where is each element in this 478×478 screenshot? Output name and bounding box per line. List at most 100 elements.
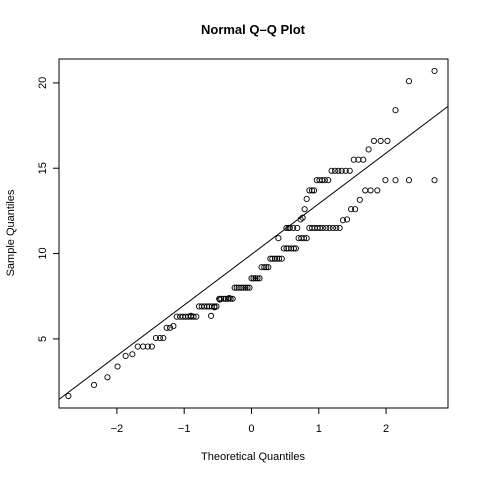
- data-point: [370, 137, 378, 144]
- data-point: [300, 235, 308, 242]
- data-point: [235, 284, 242, 291]
- data-point: [342, 167, 349, 174]
- data-point: [288, 245, 295, 252]
- data-point: [405, 78, 413, 85]
- data-point: [360, 156, 367, 163]
- data-point: [254, 275, 261, 282]
- data-point: [129, 351, 136, 358]
- data-point: [325, 177, 332, 184]
- data-point: [431, 67, 438, 74]
- data-point: [211, 304, 218, 311]
- data-point: [367, 187, 374, 194]
- plot-area: [58, 58, 449, 409]
- data-point: [144, 343, 151, 350]
- data-point: [348, 206, 355, 213]
- x-axis: −2 −1 0 1 2: [111, 408, 389, 435]
- data-point: [306, 187, 313, 194]
- data-point: [65, 393, 72, 400]
- data-point: [265, 264, 272, 271]
- x-tick-label: −2: [111, 423, 124, 435]
- data-point: [114, 363, 121, 370]
- data-point: [377, 137, 384, 144]
- data-point: [286, 224, 293, 232]
- data-point: [338, 167, 345, 174]
- data-point: [405, 177, 413, 184]
- data-point: [226, 294, 233, 301]
- data-point: [231, 284, 238, 291]
- data-point: [148, 343, 155, 350]
- data-point: [240, 284, 247, 291]
- data-point: [299, 214, 306, 221]
- data-point: [392, 177, 399, 184]
- data-point: [382, 177, 389, 184]
- data-point: [319, 224, 326, 232]
- data-point: [238, 284, 245, 291]
- data-point: [218, 295, 225, 302]
- data-point: [201, 303, 208, 310]
- data-point: [280, 245, 287, 252]
- data-point: [204, 303, 211, 310]
- data-point: [278, 255, 285, 262]
- x-axis-label: Theoretical Quantiles: [201, 451, 305, 463]
- data-point: [343, 216, 351, 223]
- x-tick-label: −1: [178, 423, 191, 435]
- data-point: [190, 313, 197, 320]
- data-point: [256, 275, 263, 282]
- data-point: [355, 156, 362, 163]
- data-point: [329, 224, 336, 232]
- data-point: [319, 177, 326, 184]
- data-point: [274, 255, 281, 262]
- data-point: [242, 284, 249, 291]
- data-point: [294, 224, 301, 232]
- data-point: [252, 275, 259, 282]
- y-tick-label: 10: [37, 247, 49, 259]
- data-point: [283, 224, 290, 232]
- data-point: [323, 224, 330, 232]
- data-point: [321, 177, 328, 184]
- y-axis: 5 10 15 20: [37, 77, 59, 342]
- data-point: [90, 381, 98, 389]
- data-point: [331, 167, 338, 174]
- data-point: [365, 146, 372, 153]
- data-point: [173, 313, 180, 320]
- data-point: [233, 284, 240, 291]
- data-point: [166, 324, 174, 331]
- data-point: [104, 374, 111, 381]
- sample-points: [65, 67, 438, 400]
- data-point: [290, 224, 297, 232]
- data-point: [258, 264, 265, 271]
- data-point: [303, 195, 310, 202]
- x-tick-label: 0: [248, 423, 254, 435]
- data-point: [328, 167, 335, 174]
- data-point: [362, 187, 369, 194]
- data-point: [246, 284, 253, 291]
- data-point: [160, 334, 167, 342]
- reference-line: [58, 106, 449, 400]
- data-point: [156, 334, 164, 342]
- data-point: [335, 167, 342, 174]
- data-point: [187, 312, 194, 319]
- data-point: [140, 343, 147, 350]
- data-point: [292, 245, 299, 252]
- data-point: [269, 255, 276, 262]
- data-point: [216, 296, 223, 303]
- data-point: [374, 187, 381, 194]
- data-point: [356, 196, 363, 203]
- data-point: [392, 107, 399, 114]
- data-point: [350, 156, 357, 163]
- data-point: [339, 217, 347, 224]
- plot-frame: [58, 58, 449, 409]
- data-point: [122, 352, 129, 359]
- data-point: [326, 224, 333, 232]
- y-tick-label: 5: [37, 336, 49, 342]
- data-point: [309, 187, 316, 194]
- data-point: [134, 343, 141, 350]
- data-point: [227, 295, 234, 302]
- data-point: [283, 245, 290, 252]
- data-point: [250, 275, 257, 282]
- data-point: [152, 334, 159, 342]
- data-point: [352, 206, 359, 213]
- data-point: [208, 303, 215, 310]
- data-point: [311, 187, 318, 194]
